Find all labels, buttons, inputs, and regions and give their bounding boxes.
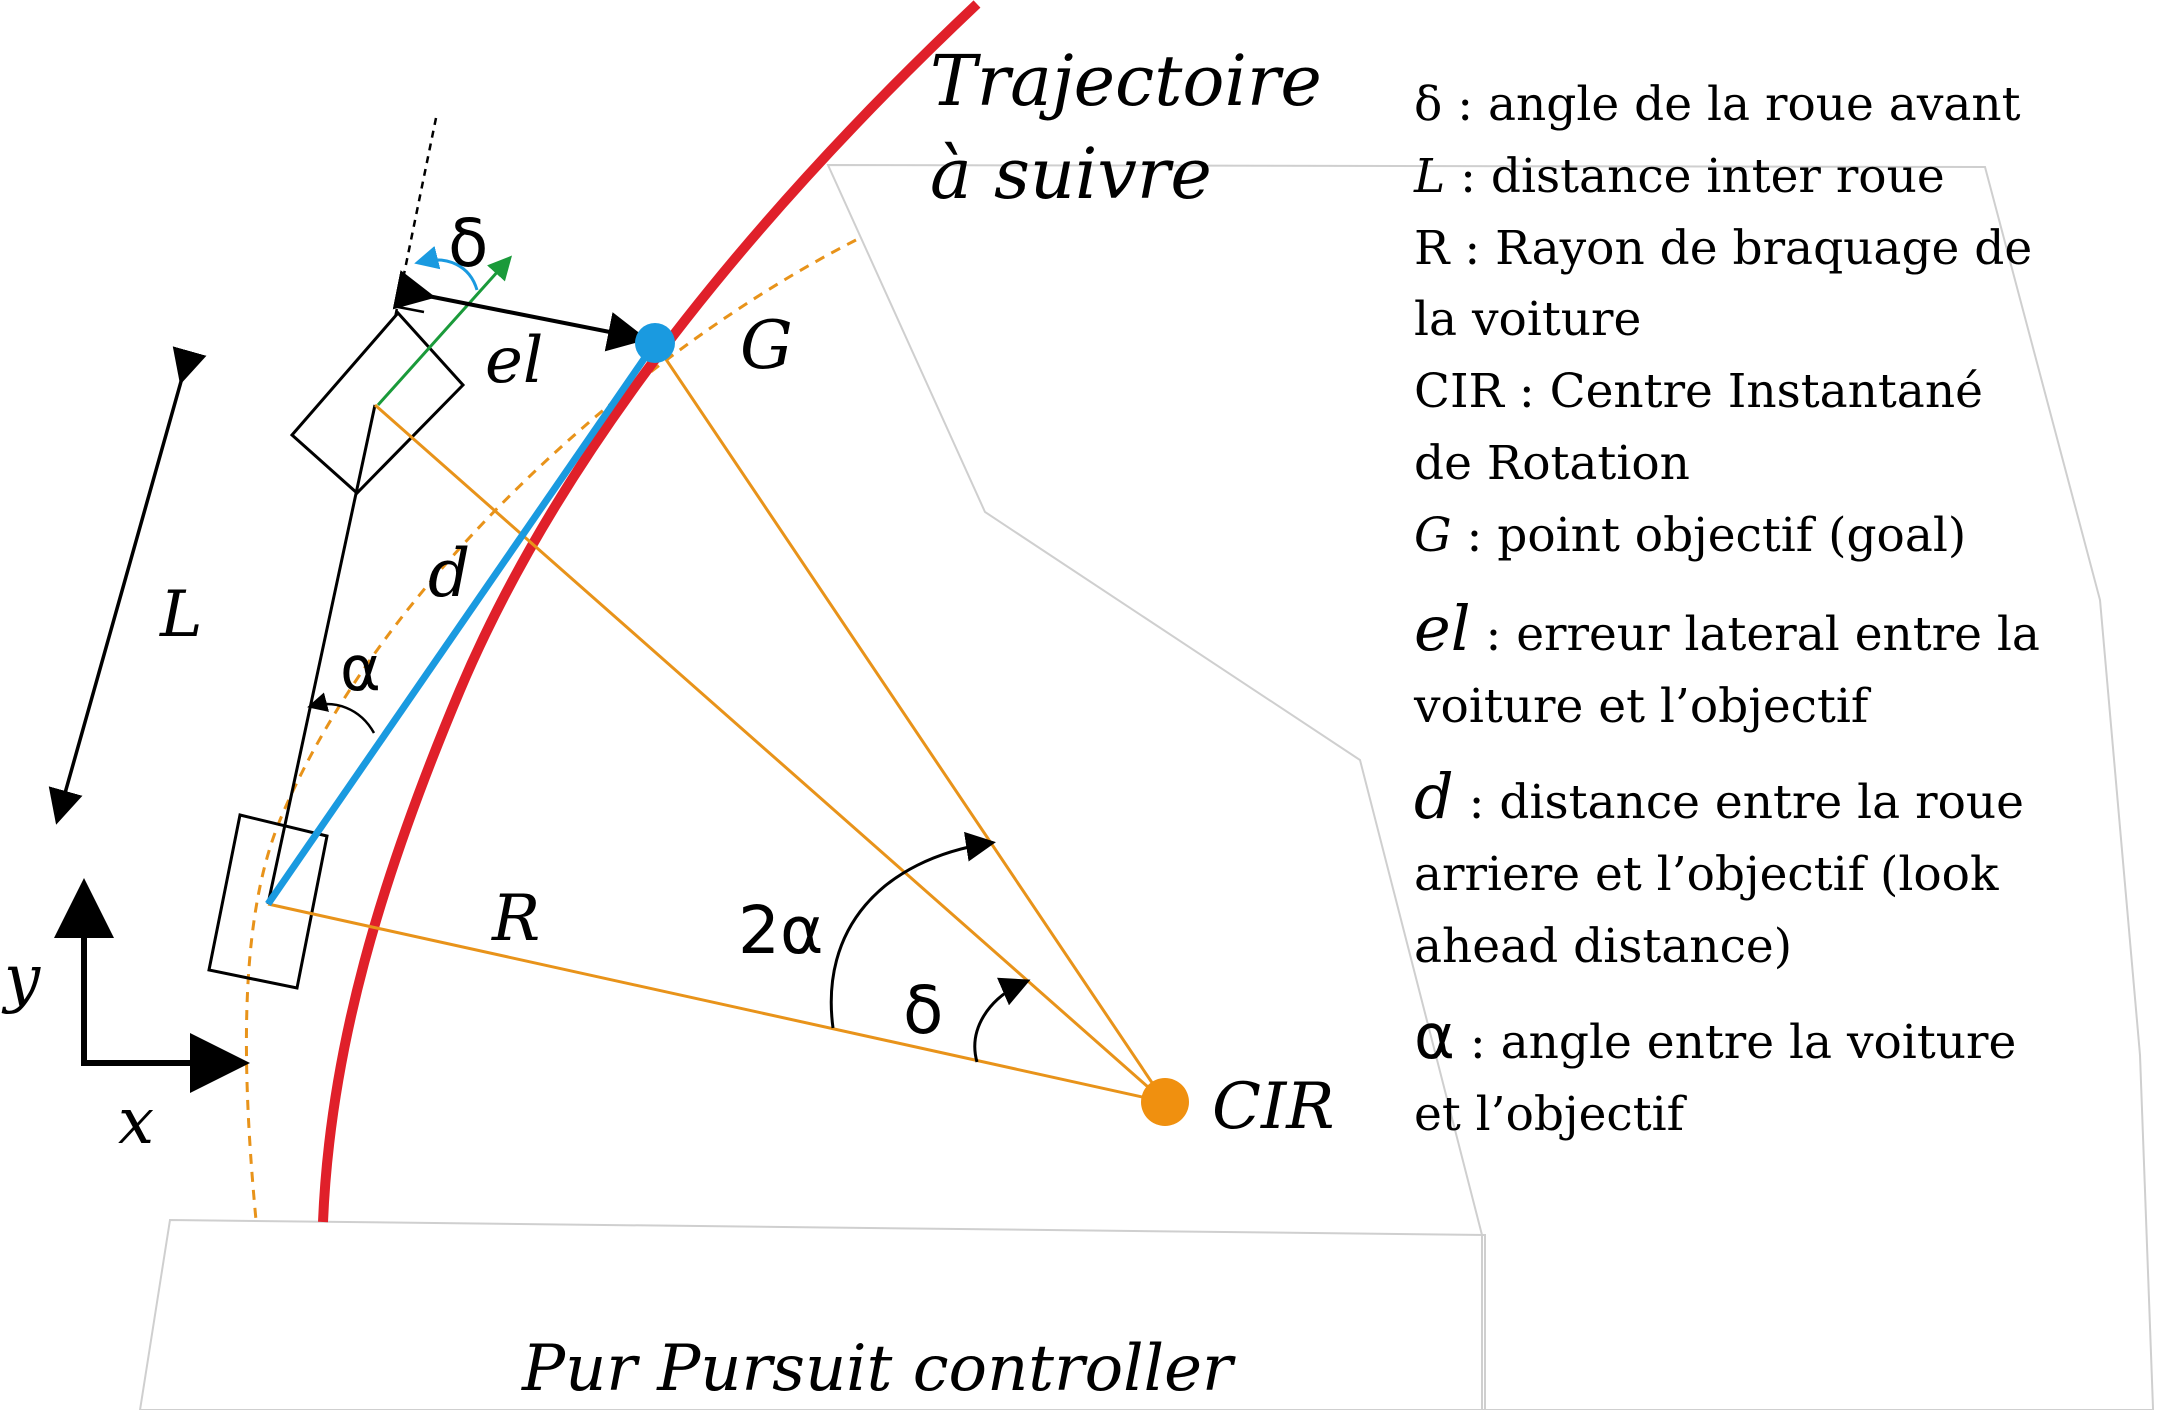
legend-text: : angle entre la voiture <box>1455 1015 2016 1070</box>
right-angle-mark <box>398 282 424 312</box>
legend-symbol: δ <box>1414 77 1442 132</box>
radius-label: R <box>491 882 540 956</box>
radius-line <box>268 904 1165 1102</box>
look-ahead-label: d <box>428 535 470 612</box>
legend-text: : point objectif (goal) <box>1452 508 1967 563</box>
wheelbase-label: L <box>159 578 203 652</box>
x-axis-label: x <box>118 1085 154 1159</box>
legend-symbol: α <box>1414 1000 1455 1073</box>
legend-text: la voiture <box>1414 292 1641 347</box>
legend-line: et l’objectif <box>1414 1087 1688 1142</box>
legend-symbol: G <box>1414 508 1452 563</box>
legend-symbol: el <box>1414 592 1471 665</box>
legend-text: R : Rayon de braquage de <box>1414 221 2032 276</box>
goal-point <box>635 323 675 363</box>
legend-line: d : distance entre la roue <box>1414 760 2024 833</box>
legend-line: δ : angle de la roue avant <box>1414 77 2021 132</box>
legend-line: arriere et l’objectif (look <box>1414 847 1999 902</box>
el-label: el <box>485 324 543 398</box>
cir-point <box>1141 1078 1189 1126</box>
legend-text: arriere et l’objectif (look <box>1414 847 1999 902</box>
legend-text: : distance entre la roue <box>1454 775 2024 830</box>
legend: δ : angle de la roue avant L : distance … <box>1413 77 2040 1142</box>
two-alpha-label: 2α <box>738 892 824 969</box>
legend-text: CIR : Centre Instantané <box>1414 364 1983 419</box>
legend-text: et l’objectif <box>1414 1087 1688 1142</box>
goal-label: G <box>740 307 793 384</box>
delta-label-top: δ <box>448 205 488 282</box>
alpha-label: α <box>340 632 381 705</box>
alpha-arc <box>312 704 374 733</box>
cir-label: CIR <box>1212 1070 1334 1144</box>
legend-symbol: d <box>1414 760 1454 833</box>
legend-text: : erreur lateral entre la <box>1471 607 2040 662</box>
legend-text: : angle de la roue avant <box>1442 77 2020 132</box>
legend-line: voiture et l’objectif <box>1413 679 1872 734</box>
legend-line: de Rotation <box>1414 436 1690 491</box>
legend-line: CIR : Centre Instantané <box>1414 364 1983 419</box>
legend-line: α : angle entre la voiture <box>1414 1000 2016 1073</box>
y-axis-label: y <box>1 942 41 1016</box>
trajectory-label-line2: à suivre <box>930 133 1212 215</box>
look-ahead-line <box>268 343 655 904</box>
legend-line: R : Rayon de braquage de <box>1414 221 2032 276</box>
legend-text: voiture et l’objectif <box>1413 679 1872 734</box>
legend-line: ahead distance) <box>1414 919 1792 974</box>
legend-text: ahead distance) <box>1414 919 1792 974</box>
legend-symbol: L <box>1413 149 1445 204</box>
legend-text: de Rotation <box>1414 436 1690 491</box>
front-to-cir-line <box>375 405 1165 1102</box>
delta-arc-bottom <box>975 982 1025 1062</box>
legend-text: : distance inter roue <box>1445 149 1944 204</box>
delta-label-bottom: δ <box>903 972 943 1049</box>
legend-line: la voiture <box>1414 292 1641 347</box>
legend-line: el : erreur lateral entre la <box>1414 592 2040 665</box>
diagram-title: Pur Pursuit controller <box>521 1332 1236 1406</box>
trajectory-label-line1: Trajectoire <box>930 40 1322 122</box>
legend-line: G : point objectif (goal) <box>1414 508 1966 563</box>
legend-line: L : distance inter roue <box>1413 149 1945 204</box>
vehicle-heading-dotted <box>395 118 436 318</box>
